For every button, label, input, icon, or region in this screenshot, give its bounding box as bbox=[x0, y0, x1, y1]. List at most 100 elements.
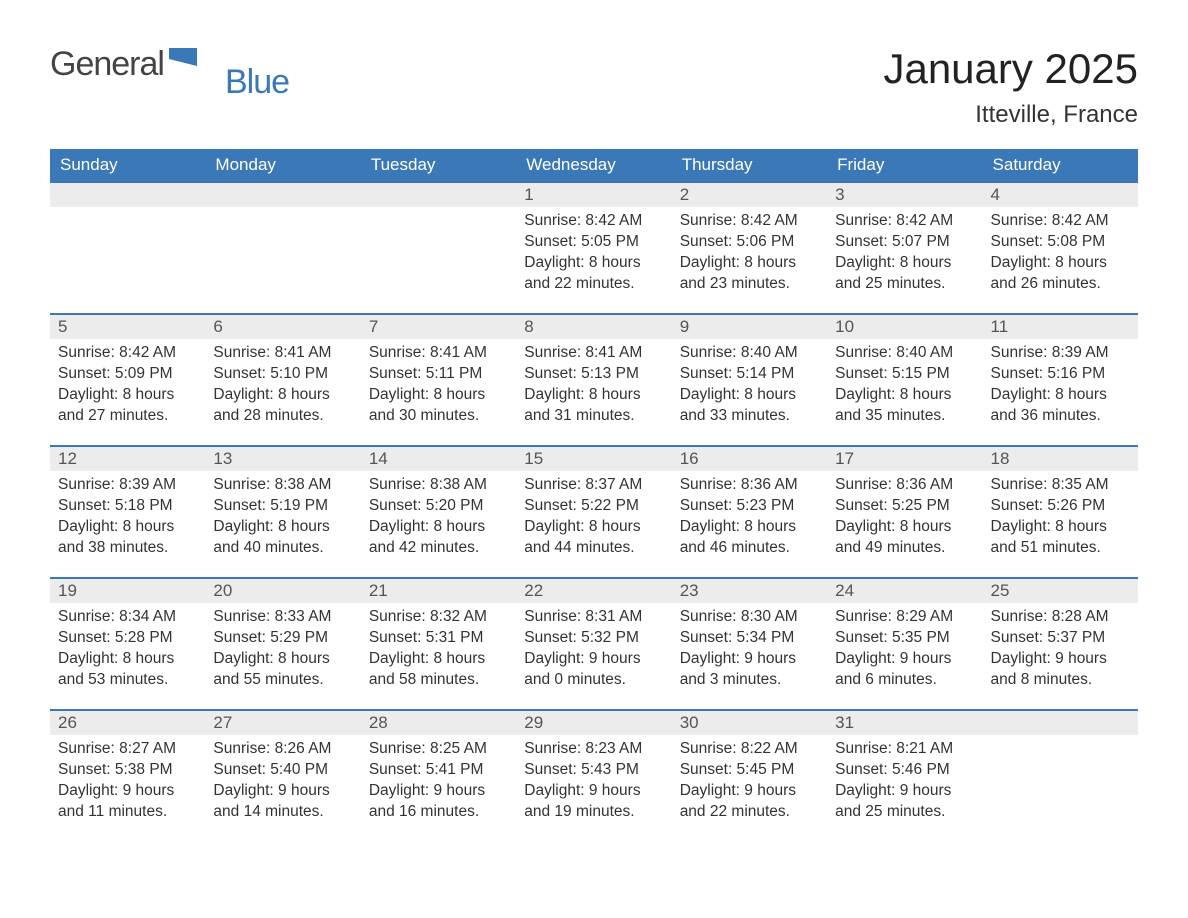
day-number: 8 bbox=[516, 315, 671, 339]
day-number: 12 bbox=[50, 447, 205, 471]
day-number: 21 bbox=[361, 579, 516, 603]
calendar-week-row: 12Sunrise: 8:39 AMSunset: 5:18 PMDayligh… bbox=[50, 446, 1138, 578]
calendar-day-cell: 13Sunrise: 8:38 AMSunset: 5:19 PMDayligh… bbox=[205, 446, 360, 578]
calendar-day-cell: 2Sunrise: 8:42 AMSunset: 5:06 PMDaylight… bbox=[672, 182, 827, 314]
day-details: Sunrise: 8:38 AMSunset: 5:19 PMDaylight:… bbox=[205, 471, 360, 563]
day-number bbox=[361, 183, 516, 207]
flag-icon bbox=[169, 48, 197, 70]
day-number bbox=[50, 183, 205, 207]
calendar-day-cell: 3Sunrise: 8:42 AMSunset: 5:07 PMDaylight… bbox=[827, 182, 982, 314]
day-details: Sunrise: 8:38 AMSunset: 5:20 PMDaylight:… bbox=[361, 471, 516, 563]
day-details: Sunrise: 8:42 AMSunset: 5:08 PMDaylight:… bbox=[983, 207, 1138, 299]
calendar-day-cell bbox=[983, 710, 1138, 842]
calendar-day-cell: 19Sunrise: 8:34 AMSunset: 5:28 PMDayligh… bbox=[50, 578, 205, 710]
day-details: Sunrise: 8:35 AMSunset: 5:26 PMDaylight:… bbox=[983, 471, 1138, 563]
calendar-day-cell: 11Sunrise: 8:39 AMSunset: 5:16 PMDayligh… bbox=[983, 314, 1138, 446]
day-number: 29 bbox=[516, 711, 671, 735]
day-details: Sunrise: 8:21 AMSunset: 5:46 PMDaylight:… bbox=[827, 735, 982, 827]
day-number: 19 bbox=[50, 579, 205, 603]
day-details: Sunrise: 8:41 AMSunset: 5:10 PMDaylight:… bbox=[205, 339, 360, 431]
day-number: 18 bbox=[983, 447, 1138, 471]
day-number: 4 bbox=[983, 183, 1138, 207]
day-number: 16 bbox=[672, 447, 827, 471]
calendar-week-row: 1Sunrise: 8:42 AMSunset: 5:05 PMDaylight… bbox=[50, 182, 1138, 314]
day-details: Sunrise: 8:32 AMSunset: 5:31 PMDaylight:… bbox=[361, 603, 516, 695]
day-number: 15 bbox=[516, 447, 671, 471]
day-number: 10 bbox=[827, 315, 982, 339]
day-number: 9 bbox=[672, 315, 827, 339]
day-details: Sunrise: 8:34 AMSunset: 5:28 PMDaylight:… bbox=[50, 603, 205, 695]
weekday-header: Sunday bbox=[50, 149, 205, 182]
day-number: 30 bbox=[672, 711, 827, 735]
day-details: Sunrise: 8:36 AMSunset: 5:23 PMDaylight:… bbox=[672, 471, 827, 563]
day-details: Sunrise: 8:26 AMSunset: 5:40 PMDaylight:… bbox=[205, 735, 360, 827]
page-header: General Blue January 2025 Itteville, Fra… bbox=[50, 45, 1138, 129]
calendar-day-cell: 6Sunrise: 8:41 AMSunset: 5:10 PMDaylight… bbox=[205, 314, 360, 446]
day-number: 7 bbox=[361, 315, 516, 339]
calendar-week-row: 26Sunrise: 8:27 AMSunset: 5:38 PMDayligh… bbox=[50, 710, 1138, 842]
day-details: Sunrise: 8:40 AMSunset: 5:14 PMDaylight:… bbox=[672, 339, 827, 431]
calendar-day-cell: 29Sunrise: 8:23 AMSunset: 5:43 PMDayligh… bbox=[516, 710, 671, 842]
calendar-day-cell: 15Sunrise: 8:37 AMSunset: 5:22 PMDayligh… bbox=[516, 446, 671, 578]
weekday-row: Sunday Monday Tuesday Wednesday Thursday… bbox=[50, 149, 1138, 182]
day-number: 28 bbox=[361, 711, 516, 735]
day-number: 3 bbox=[827, 183, 982, 207]
weekday-header: Saturday bbox=[983, 149, 1138, 182]
logo-text-general: General bbox=[50, 45, 164, 84]
day-number: 13 bbox=[205, 447, 360, 471]
day-number: 27 bbox=[205, 711, 360, 735]
day-number: 14 bbox=[361, 447, 516, 471]
calendar-week-row: 5Sunrise: 8:42 AMSunset: 5:09 PMDaylight… bbox=[50, 314, 1138, 446]
calendar-table: Sunday Monday Tuesday Wednesday Thursday… bbox=[50, 149, 1138, 842]
calendar-day-cell: 14Sunrise: 8:38 AMSunset: 5:20 PMDayligh… bbox=[361, 446, 516, 578]
day-number: 26 bbox=[50, 711, 205, 735]
day-details: Sunrise: 8:42 AMSunset: 5:05 PMDaylight:… bbox=[516, 207, 671, 299]
day-number: 5 bbox=[50, 315, 205, 339]
day-number: 2 bbox=[672, 183, 827, 207]
calendar-day-cell: 24Sunrise: 8:29 AMSunset: 5:35 PMDayligh… bbox=[827, 578, 982, 710]
calendar-day-cell: 7Sunrise: 8:41 AMSunset: 5:11 PMDaylight… bbox=[361, 314, 516, 446]
calendar-day-cell: 26Sunrise: 8:27 AMSunset: 5:38 PMDayligh… bbox=[50, 710, 205, 842]
day-details: Sunrise: 8:23 AMSunset: 5:43 PMDaylight:… bbox=[516, 735, 671, 827]
day-number: 1 bbox=[516, 183, 671, 207]
title-block: January 2025 Itteville, France bbox=[883, 45, 1138, 129]
day-number: 31 bbox=[827, 711, 982, 735]
day-details: Sunrise: 8:41 AMSunset: 5:11 PMDaylight:… bbox=[361, 339, 516, 431]
day-number: 25 bbox=[983, 579, 1138, 603]
logo: General Blue bbox=[50, 45, 235, 84]
calendar-day-cell: 22Sunrise: 8:31 AMSunset: 5:32 PMDayligh… bbox=[516, 578, 671, 710]
calendar-week-row: 19Sunrise: 8:34 AMSunset: 5:28 PMDayligh… bbox=[50, 578, 1138, 710]
calendar-day-cell: 20Sunrise: 8:33 AMSunset: 5:29 PMDayligh… bbox=[205, 578, 360, 710]
calendar-day-cell bbox=[50, 182, 205, 314]
day-details: Sunrise: 8:42 AMSunset: 5:06 PMDaylight:… bbox=[672, 207, 827, 299]
calendar-day-cell: 18Sunrise: 8:35 AMSunset: 5:26 PMDayligh… bbox=[983, 446, 1138, 578]
calendar-day-cell: 8Sunrise: 8:41 AMSunset: 5:13 PMDaylight… bbox=[516, 314, 671, 446]
day-number bbox=[983, 711, 1138, 735]
day-details: Sunrise: 8:25 AMSunset: 5:41 PMDaylight:… bbox=[361, 735, 516, 827]
day-details: Sunrise: 8:42 AMSunset: 5:07 PMDaylight:… bbox=[827, 207, 982, 299]
day-details: Sunrise: 8:28 AMSunset: 5:37 PMDaylight:… bbox=[983, 603, 1138, 695]
calendar-day-cell: 4Sunrise: 8:42 AMSunset: 5:08 PMDaylight… bbox=[983, 182, 1138, 314]
calendar-day-cell: 17Sunrise: 8:36 AMSunset: 5:25 PMDayligh… bbox=[827, 446, 982, 578]
day-details: Sunrise: 8:37 AMSunset: 5:22 PMDaylight:… bbox=[516, 471, 671, 563]
day-number: 24 bbox=[827, 579, 982, 603]
day-details: Sunrise: 8:22 AMSunset: 5:45 PMDaylight:… bbox=[672, 735, 827, 827]
calendar-day-cell: 9Sunrise: 8:40 AMSunset: 5:14 PMDaylight… bbox=[672, 314, 827, 446]
calendar-day-cell: 10Sunrise: 8:40 AMSunset: 5:15 PMDayligh… bbox=[827, 314, 982, 446]
weekday-header: Monday bbox=[205, 149, 360, 182]
calendar-day-cell: 27Sunrise: 8:26 AMSunset: 5:40 PMDayligh… bbox=[205, 710, 360, 842]
day-number: 6 bbox=[205, 315, 360, 339]
day-details: Sunrise: 8:30 AMSunset: 5:34 PMDaylight:… bbox=[672, 603, 827, 695]
calendar-day-cell bbox=[205, 182, 360, 314]
day-number: 22 bbox=[516, 579, 671, 603]
day-number bbox=[205, 183, 360, 207]
day-number: 23 bbox=[672, 579, 827, 603]
weekday-header: Thursday bbox=[672, 149, 827, 182]
logo-text-blue: Blue bbox=[225, 63, 289, 102]
calendar-day-cell bbox=[361, 182, 516, 314]
calendar-day-cell: 25Sunrise: 8:28 AMSunset: 5:37 PMDayligh… bbox=[983, 578, 1138, 710]
calendar-day-cell: 31Sunrise: 8:21 AMSunset: 5:46 PMDayligh… bbox=[827, 710, 982, 842]
weekday-header: Wednesday bbox=[516, 149, 671, 182]
day-details: Sunrise: 8:42 AMSunset: 5:09 PMDaylight:… bbox=[50, 339, 205, 431]
calendar-day-cell: 12Sunrise: 8:39 AMSunset: 5:18 PMDayligh… bbox=[50, 446, 205, 578]
